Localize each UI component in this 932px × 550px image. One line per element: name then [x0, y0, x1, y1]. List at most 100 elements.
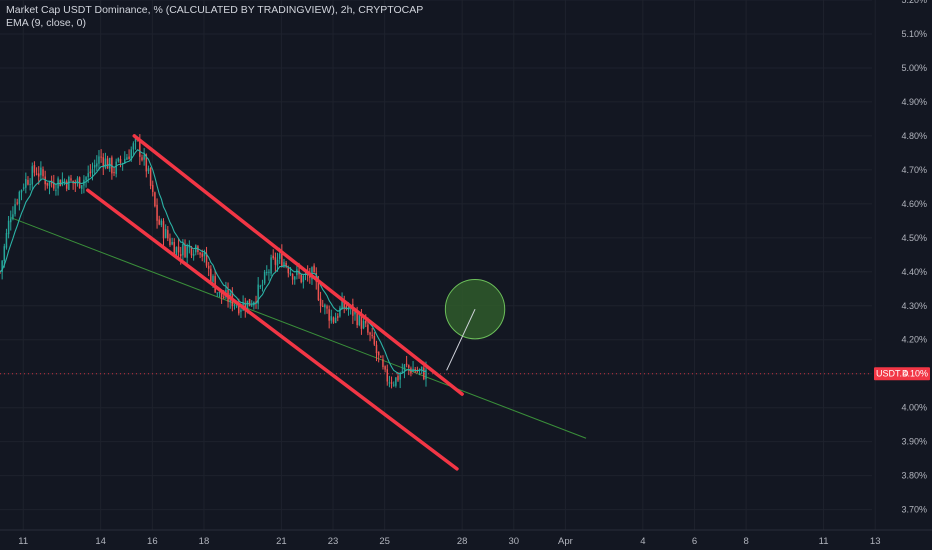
candle-body — [203, 252, 206, 257]
candle-body — [388, 382, 391, 384]
candle-body — [207, 265, 210, 269]
price-axis[interactable]: 3.70% 3.80% 3.90% 4.00% 4.10% 4.20% 4.30% 4.40%… — [874, 0, 930, 515]
candle-body — [63, 180, 66, 182]
candle-body — [5, 233, 8, 248]
candle-body — [326, 306, 328, 309]
candle-body — [87, 173, 89, 178]
candle-body — [18, 191, 21, 204]
channel-upper-line — [132, 134, 464, 396]
candle-body — [33, 165, 36, 173]
candle-body — [287, 267, 290, 274]
candle-body — [354, 311, 356, 315]
candle-body — [289, 272, 292, 275]
candle-body — [104, 158, 107, 168]
candle-body — [238, 303, 240, 314]
candle-body — [302, 275, 305, 282]
candle-body — [139, 139, 141, 157]
time-tick-label: 11 — [18, 536, 28, 547]
candle-body — [300, 274, 302, 283]
candle-body — [195, 245, 197, 253]
candle-body — [313, 265, 315, 273]
candle-body — [20, 190, 23, 193]
price-tick-label: 4.90% — [901, 97, 927, 107]
chart-legend: Market Cap USDT Dominance, % (CALCULATED… — [6, 4, 423, 30]
candle-body — [360, 314, 363, 329]
candle-body — [380, 356, 382, 358]
candle-body — [248, 299, 251, 307]
time-tick-label: 8 — [743, 536, 748, 547]
candle-body — [371, 334, 373, 336]
candle-body — [291, 273, 294, 280]
channel-lower-line — [86, 188, 459, 471]
candle-body — [188, 246, 191, 248]
candle-body — [205, 253, 208, 266]
candle-body — [96, 163, 98, 167]
candle-body — [324, 304, 326, 308]
pointer-line — [446, 308, 476, 371]
candle-body — [179, 254, 182, 257]
candle-body — [156, 204, 158, 221]
price-tick-label: 4.40% — [901, 267, 927, 277]
time-tick-label: Apr — [558, 536, 573, 547]
candle-body — [89, 171, 92, 174]
time-tick-label: 4 — [640, 536, 645, 547]
symbol-title[interactable]: Market Cap USDT Dominance, % (CALCULATED… — [6, 4, 424, 16]
price-tick-label: 4.60% — [901, 199, 927, 209]
price-tick-label: 4.50% — [901, 233, 927, 243]
candle-body — [367, 324, 369, 333]
candle-body — [233, 304, 236, 306]
price-tick-label: 5.10% — [901, 29, 927, 39]
candle-body — [395, 377, 397, 386]
candle-body — [48, 181, 51, 186]
candle-body — [55, 189, 57, 191]
candle-body — [222, 296, 225, 299]
candle-body — [358, 313, 361, 325]
drawings-layer[interactable] — [86, 134, 506, 471]
support-trendline — [10, 216, 587, 439]
candle-body — [42, 169, 44, 177]
candle-body — [397, 375, 399, 381]
time-tick-label: 13 — [870, 536, 881, 547]
time-tick-label: 28 — [457, 536, 468, 547]
candle-body — [386, 369, 389, 382]
time-tick-label: 6 — [692, 536, 697, 547]
candle-body — [266, 271, 268, 273]
candle-body — [14, 204, 16, 215]
candle-body — [154, 192, 156, 207]
candle-body — [145, 154, 148, 172]
candle-body — [345, 306, 348, 309]
candle-body — [382, 359, 384, 368]
candle-body — [384, 366, 386, 370]
candle-body — [177, 246, 180, 253]
candle-body — [416, 371, 419, 373]
target-circle — [444, 278, 506, 340]
candle-body — [373, 335, 376, 345]
candle-body — [113, 172, 115, 174]
candle-body — [405, 363, 408, 365]
candle-body — [91, 169, 94, 173]
candle-body — [274, 257, 277, 265]
candle-body — [321, 305, 324, 307]
candle-body — [22, 187, 25, 189]
price-tick-label: 3.80% — [901, 471, 927, 481]
candle-body — [35, 173, 38, 175]
candle-body — [261, 284, 264, 286]
candle-body — [317, 282, 320, 300]
candle-body — [263, 271, 266, 284]
candle-body — [337, 316, 339, 318]
ema-indicator-label[interactable]: EMA (9, close, 0) — [6, 17, 86, 29]
time-axis[interactable]: 11 14 16 18 21 23 25 28 30 Apr 4 6 8 11 13 — [0, 529, 932, 547]
candle-body — [7, 220, 10, 235]
candle-body — [343, 300, 345, 308]
candle-body — [167, 230, 169, 239]
candle-body — [216, 292, 219, 294]
candle-body — [339, 307, 341, 317]
candle-body — [108, 157, 111, 169]
candle-body — [128, 156, 130, 160]
candle-body — [255, 301, 257, 304]
candle-body — [117, 158, 120, 162]
candle-body — [334, 317, 337, 324]
price-badge-bg — [874, 367, 930, 381]
